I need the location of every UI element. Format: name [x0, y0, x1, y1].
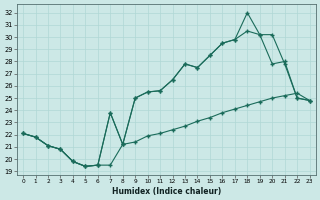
X-axis label: Humidex (Indice chaleur): Humidex (Indice chaleur)	[112, 187, 221, 196]
